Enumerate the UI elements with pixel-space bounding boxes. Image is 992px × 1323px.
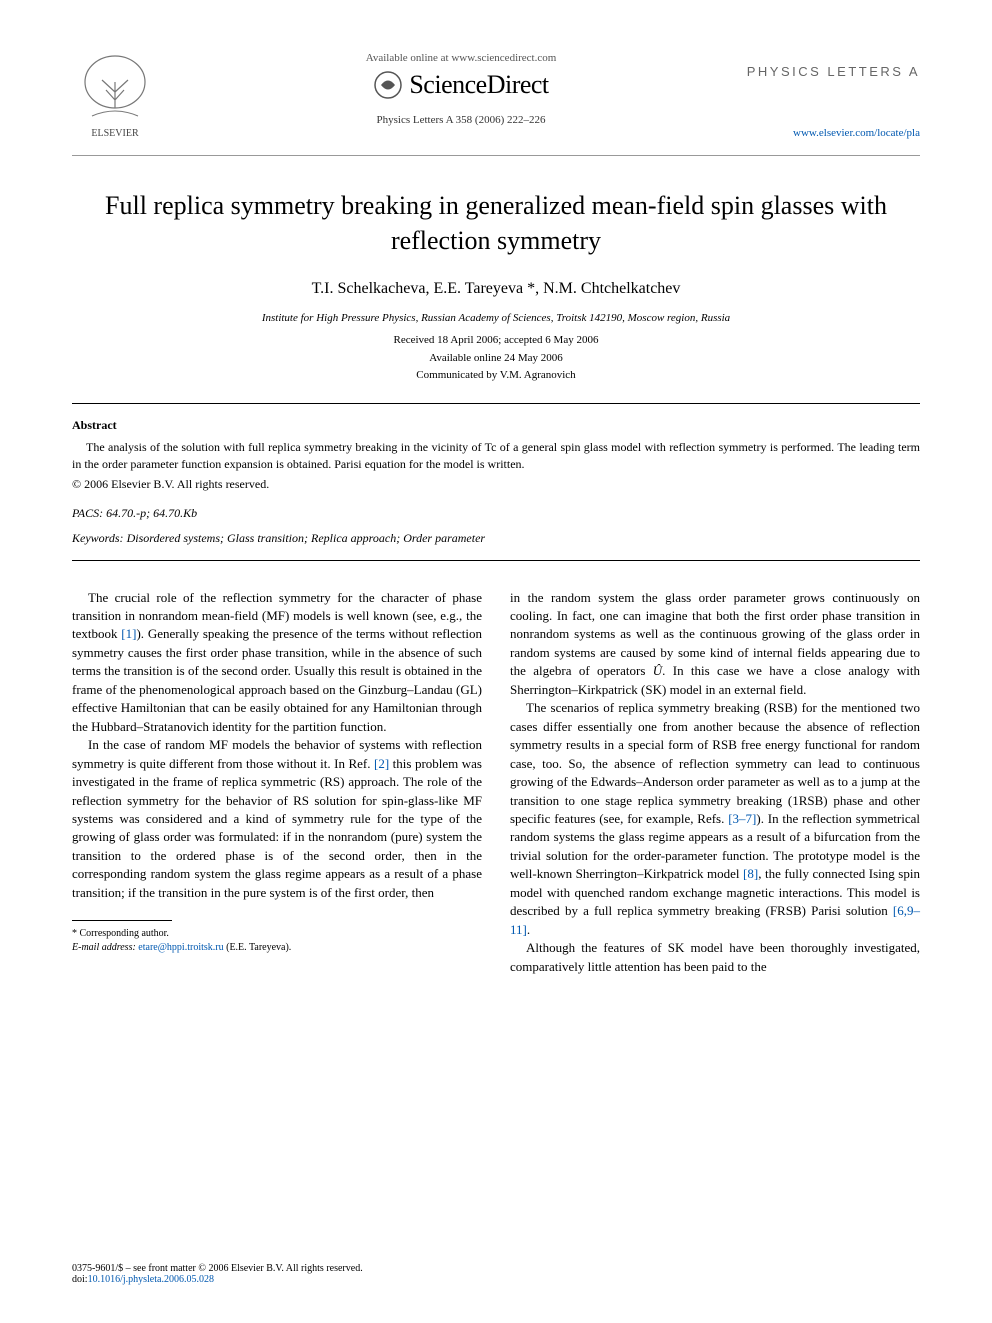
corr-email-link[interactable]: etare@hppi.troitsk.ru — [138, 942, 223, 953]
online-date: Available online 24 May 2006 — [72, 350, 920, 368]
right-column: in the random system the glass order par… — [510, 589, 920, 977]
body-two-column: The crucial role of the reflection symme… — [72, 589, 920, 977]
communicated-by: Communicated by V.M. Agranovich — [72, 367, 920, 385]
p2-text-b: this problem was investigated in the fra… — [72, 756, 482, 900]
left-column: The crucial role of the reflection symme… — [72, 589, 482, 977]
article-dates: Received 18 April 2006; accepted 6 May 2… — [72, 332, 920, 385]
ref-link-1[interactable]: [1] — [121, 626, 136, 641]
corr-email-line: E-mail address: etare@hppi.troitsk.ru (E… — [72, 941, 482, 955]
p1-text-b: ). Generally speaking the presence of th… — [72, 626, 482, 733]
affiliation: Institute for High Pressure Physics, Rus… — [72, 312, 920, 324]
email-label: E-mail address: — [72, 942, 136, 953]
abstract-bottom-rule — [72, 560, 920, 561]
p4-text-d: . — [527, 922, 530, 937]
doi-label: doi: — [72, 1274, 88, 1285]
paragraph-2: In the case of random MF models the beha… — [72, 736, 482, 902]
elsevier-text: ELSEVIER — [91, 128, 139, 139]
p4-text-a: The scenarios of replica symmetry breaki… — [510, 700, 920, 826]
footnote-rule — [72, 920, 172, 921]
author-list: T.I. Schelkacheva, E.E. Tareyeva *, N.M.… — [72, 280, 920, 298]
u-hat-operator: Û — [653, 663, 662, 678]
paragraph-1: The crucial role of the reflection symme… — [72, 589, 482, 737]
ref-link-3-7[interactable]: [3–7] — [728, 811, 756, 826]
sciencedirect-icon — [373, 70, 403, 100]
paragraph-3: in the random system the glass order par… — [510, 589, 920, 700]
paragraph-4: The scenarios of replica symmetry breaki… — [510, 699, 920, 939]
received-date: Received 18 April 2006; accepted 6 May 2… — [72, 332, 920, 350]
keywords-label: Keywords: — [72, 531, 124, 545]
copyright-line: © 2006 Elsevier B.V. All rights reserved… — [72, 477, 920, 492]
keywords-value: Disordered systems; Glass transition; Re… — [127, 531, 486, 545]
available-online-text: Available online at www.sciencedirect.co… — [182, 52, 740, 64]
email-who: (E.E. Tareyeva). — [226, 942, 291, 953]
article-title: Full replica symmetry breaking in genera… — [102, 188, 890, 258]
corr-author-label: * Corresponding author. — [72, 927, 482, 941]
pacs-value: 64.70.-p; 64.70.Kb — [106, 506, 197, 520]
page-header: ELSEVIER Available online at www.science… — [72, 48, 920, 147]
keywords-line: Keywords: Disordered systems; Glass tran… — [72, 531, 920, 546]
sciencedirect-text: ScienceDirect — [409, 70, 548, 100]
doi-link[interactable]: 10.1016/j.physleta.2006.05.028 — [88, 1274, 214, 1285]
header-center: Available online at www.sciencedirect.co… — [182, 48, 740, 126]
elsevier-tree-logo: ELSEVIER — [72, 48, 158, 142]
pacs-label: PACS: — [72, 506, 103, 520]
pacs-line: PACS: 64.70.-p; 64.70.Kb — [72, 506, 920, 521]
ref-link-8[interactable]: [8] — [743, 866, 758, 881]
ref-link-2[interactable]: [2] — [374, 756, 389, 771]
sciencedirect-logo: ScienceDirect — [373, 70, 548, 100]
journal-homepage-link[interactable]: www.elsevier.com/locate/pla — [740, 127, 920, 139]
doi-line: doi:10.1016/j.physleta.2006.05.028 — [72, 1274, 920, 1285]
corresponding-author-footnote: * Corresponding author. E-mail address: … — [72, 927, 482, 955]
journal-brand: PHYSICS LETTERS A — [740, 64, 920, 79]
header-rule — [72, 155, 920, 156]
abstract-text: The analysis of the solution with full r… — [72, 439, 920, 473]
issn-line: 0375-9601/$ – see front matter © 2006 El… — [72, 1263, 920, 1274]
journal-reference: Physics Letters A 358 (2006) 222–226 — [182, 114, 740, 126]
header-right: PHYSICS LETTERS A www.elsevier.com/locat… — [740, 48, 920, 139]
paragraph-5: Although the features of SK model have b… — [510, 939, 920, 976]
abstract-heading: Abstract — [72, 418, 920, 433]
p5-text: Although the features of SK model have b… — [510, 940, 920, 973]
publisher-logo-block: ELSEVIER — [72, 48, 182, 147]
abstract-top-rule — [72, 403, 920, 404]
page-footer: 0375-9601/$ – see front matter © 2006 El… — [72, 1263, 920, 1285]
